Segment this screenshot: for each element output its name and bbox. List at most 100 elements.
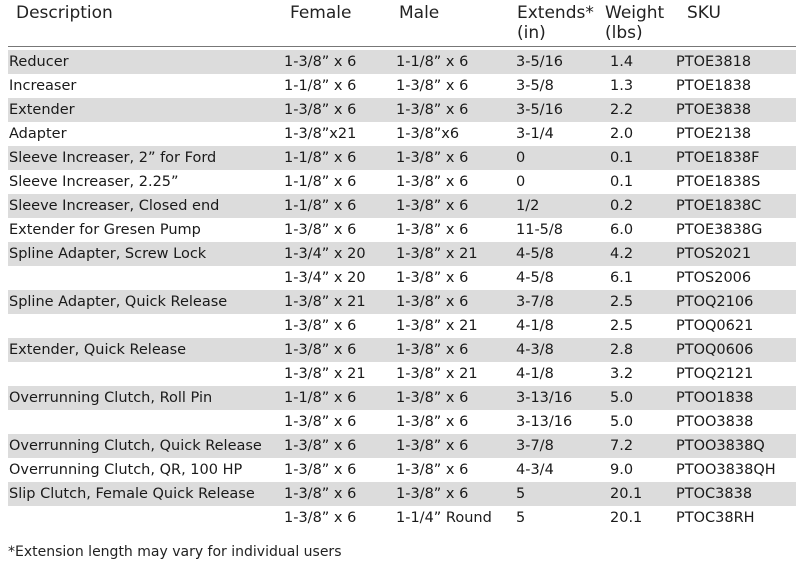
cell-sku: PTOQ0606 [676, 342, 754, 358]
cell-male: 1-3/8”x6 [396, 126, 460, 142]
cell-male: 1-3/8” x 6 [396, 222, 469, 238]
header-male: Male [399, 3, 440, 23]
cell-extends: 3-13/16 [516, 414, 573, 430]
header-extends: Extends* (in) [517, 3, 594, 43]
cell-female: 1-1/8” x 6 [284, 390, 357, 406]
table-row: Spline Adapter, Quick Release 1-3/8” x 21… [8, 290, 796, 314]
cell-weight: 20.1 [610, 510, 643, 526]
cell-sku: PTOO3838 [676, 414, 754, 430]
cell-extends: 1/2 [516, 198, 540, 214]
cell-sku: PTOE1838C [676, 198, 762, 214]
cell-weight: 1.3 [610, 78, 634, 94]
cell-extends: 3-5/16 [516, 54, 564, 70]
cell-weight: 6.1 [610, 270, 634, 286]
table-row: Extender, Quick Release 1-3/8” x 6 1-3/8” … [8, 338, 796, 362]
cell-weight: 20.1 [610, 486, 643, 502]
cell-extends: 0 [516, 174, 526, 190]
cell-male: 1-1/8” x 6 [396, 54, 469, 70]
cell-female: 1-3/8”x21 [284, 126, 357, 142]
header-weight-line1: Weight [605, 3, 665, 23]
header-divider [8, 46, 796, 47]
cell-sku: PTOQ2106 [676, 294, 754, 310]
cell-female: 1-3/8” x 6 [284, 462, 357, 478]
cell-sku: PTOO3838Q [676, 438, 765, 454]
cell-male: 1-3/8” x 6 [396, 174, 469, 190]
cell-description: Spline Adapter, Screw Lock [9, 246, 207, 262]
cell-male: 1-3/8” x 6 [396, 270, 469, 286]
header-extends-line2: (in) [517, 23, 546, 43]
cell-female: 1-3/4” x 20 [284, 270, 366, 286]
cell-sku: PTOQ2121 [676, 366, 754, 382]
cell-sku: PTOC3838 [676, 486, 753, 502]
cell-male: 1-3/8” x 21 [396, 246, 478, 262]
header-female: Female [290, 3, 352, 23]
cell-extends: 3-7/8 [516, 438, 554, 454]
cell-description: Overrunning Clutch, QR, 100 HP [9, 462, 243, 478]
cell-extends: 3-7/8 [516, 294, 554, 310]
cell-description: Increaser [9, 78, 77, 94]
table-row: 1-3/8” x 6 1-3/8” x 21 4-1/8 2.5 PTOQ0621 [8, 314, 796, 338]
cell-male: 1-3/8” x 21 [396, 366, 478, 382]
cell-extends: 3-1/4 [516, 126, 554, 142]
cell-weight: 3.2 [610, 366, 634, 382]
cell-male: 1-3/8” x 6 [396, 438, 469, 454]
cell-extends: 0 [516, 150, 526, 166]
cell-weight: 0.1 [610, 150, 634, 166]
cell-female: 1-3/8” x 6 [284, 318, 357, 334]
cell-sku: PTOO3838QH [676, 462, 776, 478]
cell-description: Extender, Quick Release [9, 342, 187, 358]
table-body: Reducer 1-3/8” x 6 1-1/8” x 6 3-5/16 1.4 PTOE… [8, 50, 796, 530]
cell-female: 1-1/8” x 6 [284, 174, 357, 190]
cell-sku: PTOE1838S [676, 174, 761, 190]
table-row: Overrunning Clutch, QR, 100 HP 1-3/8” x 6… [8, 458, 796, 482]
table-row: Sleeve Increaser, Closed end 1-1/8” x 6 1-… [8, 194, 796, 218]
cell-description: Spline Adapter, Quick Release [9, 294, 228, 310]
header-weight: Weight (lbs) [605, 3, 664, 43]
cell-extends: 11-5/8 [516, 222, 564, 238]
cell-sku: PTOE1838F [676, 150, 760, 166]
cell-extends: 4-3/8 [516, 342, 554, 358]
cell-weight: 0.2 [610, 198, 634, 214]
header-extends-line1: Extends* [517, 3, 594, 23]
cell-male: 1-3/8” x 6 [396, 294, 469, 310]
cell-weight: 0.1 [610, 174, 634, 190]
cell-description: Sleeve Increaser, 2” for Ford [9, 150, 217, 166]
table-row: Reducer 1-3/8” x 6 1-1/8” x 6 3-5/16 1.4 PTOE… [8, 50, 796, 74]
cell-description: Reducer [9, 54, 69, 70]
cell-weight: 2.0 [610, 126, 634, 142]
cell-extends: 5 [516, 510, 526, 526]
cell-sku: PTOE3838G [676, 222, 763, 238]
table-row: Overrunning Clutch, Roll Pin 1-1/8” x 6 1-… [8, 386, 796, 410]
table-row: 1-3/8” x 6 1-1/4” Round 5 20.1 PTOC38RH [8, 506, 796, 530]
cell-weight: 9.0 [610, 462, 634, 478]
cell-description: Extender [9, 102, 75, 118]
cell-extends: 3-5/16 [516, 102, 564, 118]
cell-description: Sleeve Increaser, Closed end [9, 198, 220, 214]
cell-male: 1-3/8” x 6 [396, 102, 469, 118]
cell-female: 1-3/8” x 6 [284, 486, 357, 502]
cell-description: Sleeve Increaser, 2.25” [9, 174, 179, 190]
table-row: 1-3/8” x 21 1-3/8” x 21 4-1/8 3.2 PTOQ2121 [8, 362, 796, 386]
table-row: Extender for Gresen Pump 1-3/8” x 6 1-3/8”… [8, 218, 796, 242]
cell-weight: 2.5 [610, 294, 634, 310]
cell-male: 1-3/8” x 6 [396, 462, 469, 478]
cell-extends: 4-1/8 [516, 318, 554, 334]
cell-sku: PTOQ0621 [676, 318, 754, 334]
cell-female: 1-3/8” x 6 [284, 438, 357, 454]
cell-extends: 4-5/8 [516, 270, 554, 286]
cell-sku: PTOS2006 [676, 270, 752, 286]
cell-female: 1-3/8” x 6 [284, 54, 357, 70]
cell-female: 1-3/4” x 20 [284, 246, 366, 262]
table-row: Spline Adapter, Screw Lock 1-3/4” x 20 1-3… [8, 242, 796, 266]
cell-extends: 4-1/8 [516, 366, 554, 382]
cell-extends: 5 [516, 486, 526, 502]
cell-weight: 2.5 [610, 318, 634, 334]
cell-description: Slip Clutch, Female Quick Release [9, 486, 255, 502]
cell-female: 1-1/8” x 6 [284, 198, 357, 214]
cell-sku: PTOS2021 [676, 246, 752, 262]
table-row: Sleeve Increaser, 2.25” 1-1/8” x 6 1-3/8” … [8, 170, 796, 194]
cell-weight: 5.0 [610, 414, 634, 430]
header-weight-line2: (lbs) [605, 23, 643, 43]
cell-sku: PTOE3838 [676, 102, 752, 118]
